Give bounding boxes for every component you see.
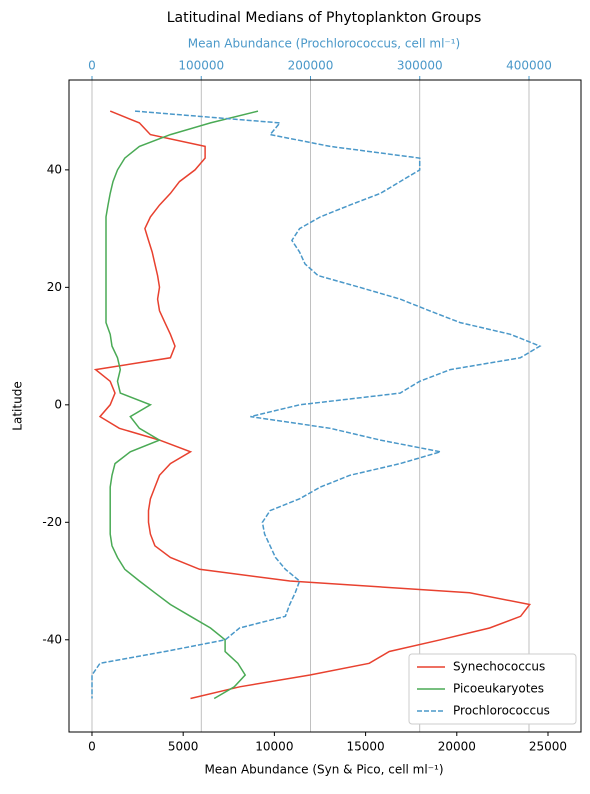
- y-tick-label: -20: [42, 515, 62, 529]
- x2-tick-label: 300000: [397, 59, 443, 73]
- x2-tick-label: 0: [88, 59, 96, 73]
- y-tick-label: 40: [47, 162, 62, 176]
- x2-axis-label: Mean Abundance (Prochlorococcus, cell ml…: [188, 37, 460, 51]
- y-tick-label: 0: [54, 397, 62, 411]
- x-tick-label: 0: [88, 740, 96, 754]
- y-tick-label: -40: [42, 632, 62, 646]
- data-line: [105, 110, 259, 700]
- x-tick-label: 15000: [346, 740, 384, 754]
- data-line: [91, 110, 542, 699]
- legend-label: Picoeukaryotes: [453, 682, 544, 696]
- plot-frame: [68, 79, 582, 733]
- x-tick-label: 20000: [438, 740, 476, 754]
- x-tick-label: 10000: [255, 740, 293, 754]
- x2-tick-label: 100000: [178, 59, 224, 73]
- legend-label: Synechococcus: [453, 660, 545, 674]
- x2-tick-label: 400000: [506, 59, 552, 73]
- x2-tick-label: 200000: [288, 59, 334, 73]
- legend-label: Prochlorococcus: [453, 704, 550, 718]
- y-tick-label: 20: [47, 280, 62, 294]
- legend-box: [408, 653, 577, 725]
- data-line: [93, 110, 532, 700]
- x-tick-label: 5000: [168, 740, 199, 754]
- x-axis-label: Mean Abundance (Syn & Pico, cell ml⁻¹): [204, 763, 443, 777]
- y-axis-label: Latitude: [11, 381, 25, 430]
- x-tick-label: 25000: [529, 740, 567, 754]
- chart-title: Latitudinal Medians of Phytoplankton Gro…: [167, 10, 482, 26]
